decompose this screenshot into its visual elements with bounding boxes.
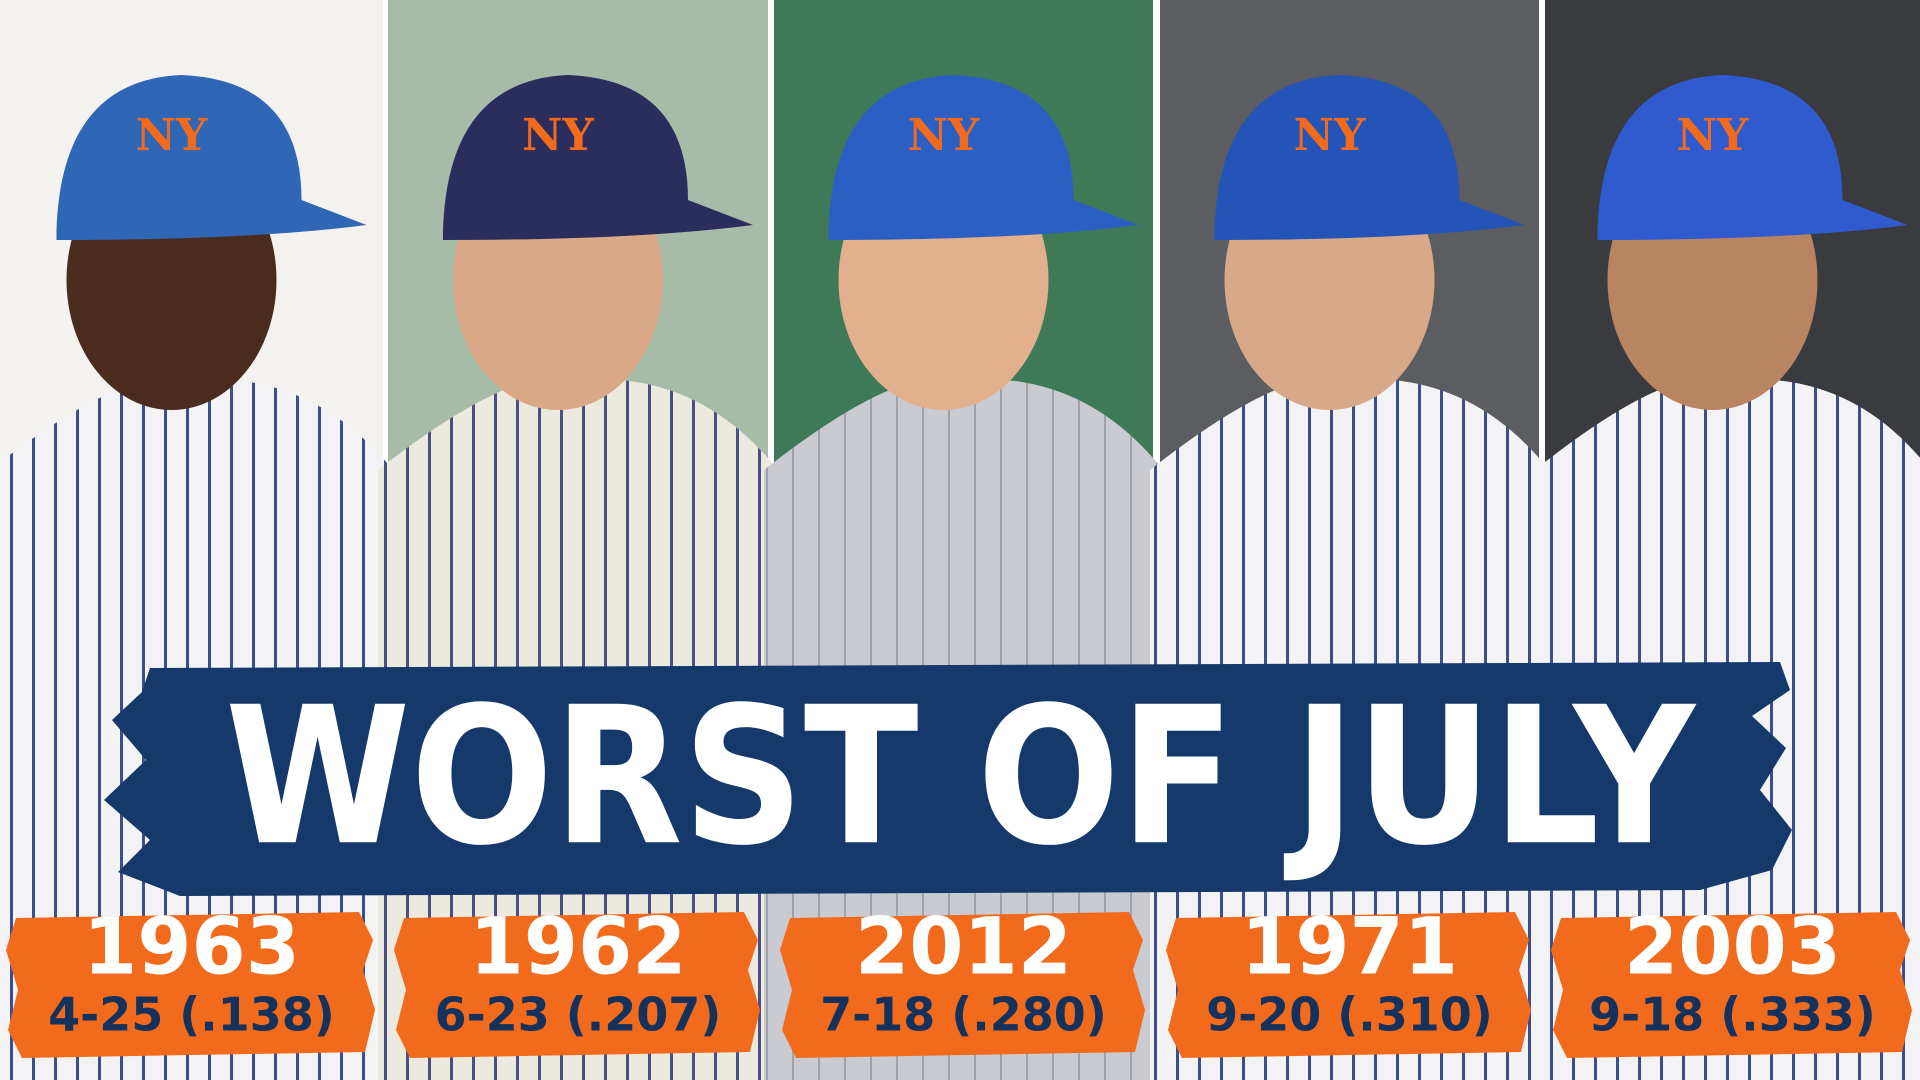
record: 9-20 (.310) (1206, 988, 1493, 1042)
cap (1597, 75, 1908, 240)
title-banner: WORST OF JULY (104, 662, 1792, 896)
year: 1971 (1241, 902, 1458, 992)
orange-brush (394, 912, 760, 1058)
cap (443, 75, 753, 240)
year: 1962 (469, 902, 686, 992)
title: WORST OF JULY (225, 666, 1697, 887)
orange-brush (1166, 912, 1531, 1058)
orange-brush (1551, 912, 1912, 1058)
cap-logo: NY (908, 110, 980, 161)
year: 1963 (83, 902, 300, 992)
cap-logo: NY (522, 110, 594, 161)
cap-logo: NY (136, 110, 208, 161)
record: 6-23 (.207) (435, 988, 722, 1042)
record: 7-18 (.280) (820, 988, 1107, 1042)
year: 2003 (1624, 902, 1841, 992)
brush-stroke (104, 662, 1792, 896)
orange-brush (780, 912, 1145, 1058)
cap-logo: NY (1677, 110, 1749, 161)
record: 4-25 (.138) (48, 988, 335, 1042)
cap (1214, 75, 1525, 240)
record: 9-18 (.333) (1589, 988, 1876, 1042)
cap (828, 75, 1139, 240)
cap (56, 75, 367, 240)
year: 2012 (855, 902, 1072, 992)
orange-brush (6, 912, 375, 1058)
player-photo: NY (1150, 0, 1549, 1080)
cap-logo: NY (1294, 110, 1366, 161)
